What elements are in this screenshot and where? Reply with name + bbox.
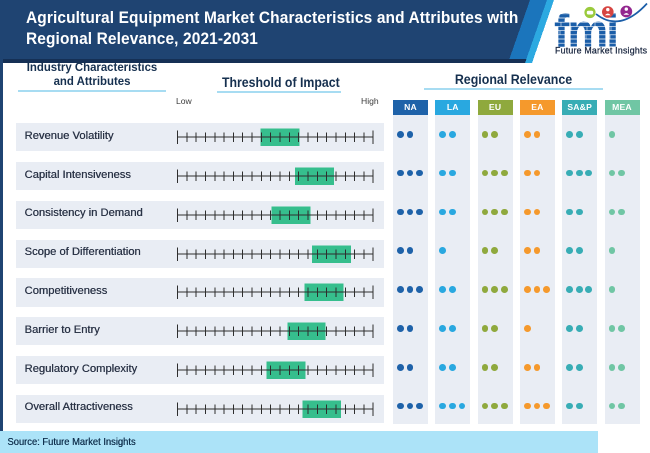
svg-text:Future Market Insights: Future Market Insights	[555, 46, 648, 56]
